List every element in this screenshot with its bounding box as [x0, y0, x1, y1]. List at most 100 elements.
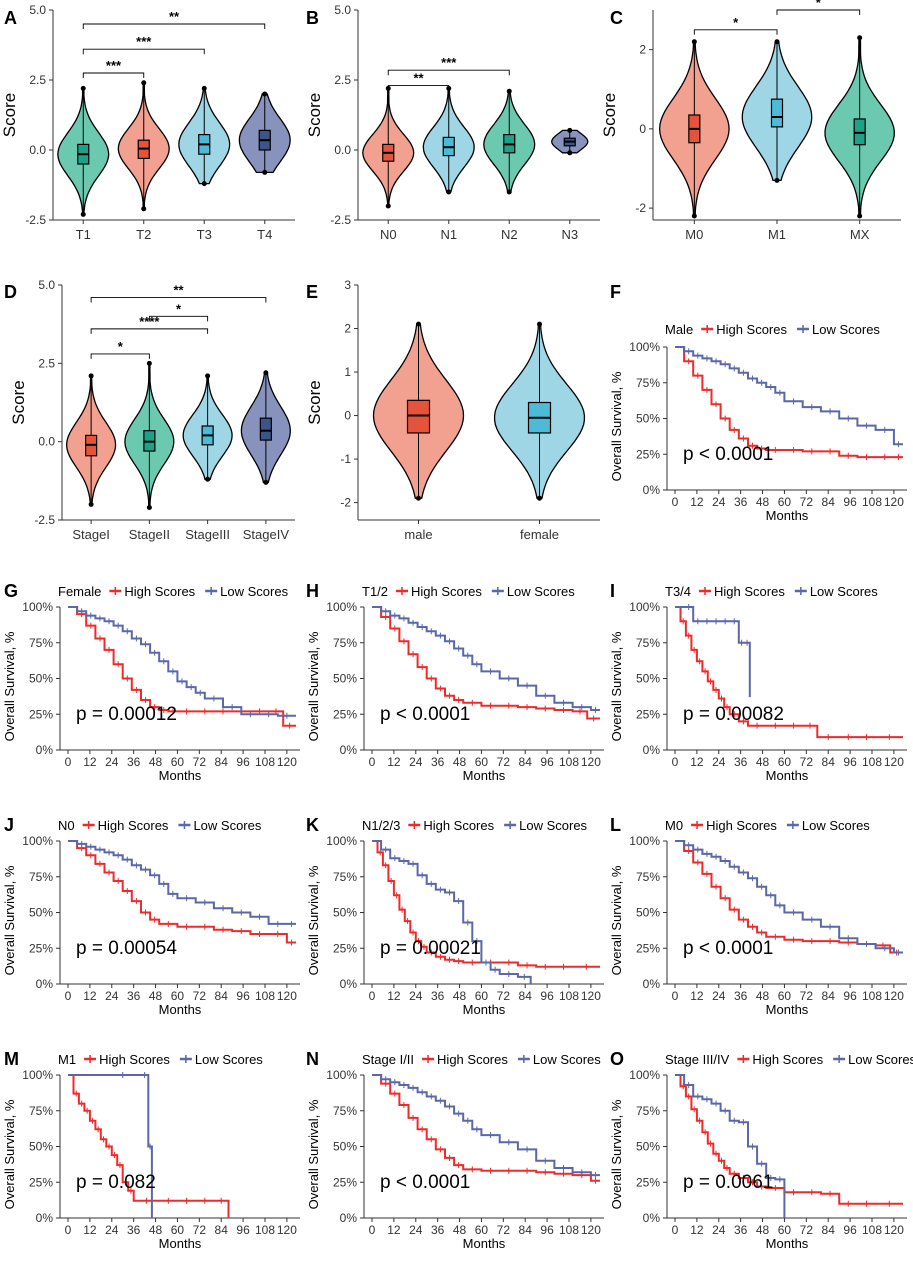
outlier-point [506, 88, 512, 94]
y-axis-title: Score [0, 93, 19, 137]
x-axis-title: Months [463, 1002, 506, 1017]
legend-title: N0 [58, 818, 75, 833]
y-tick-label: 75% [29, 1104, 53, 1118]
x-tick-label: 60 [778, 989, 792, 1003]
x-tick-label: 60 [475, 989, 489, 1003]
y-tick-label: -2 [635, 201, 646, 215]
significance-label: ** [173, 283, 184, 298]
y-tick-label: 75% [333, 870, 357, 884]
legend-label: High Scores [706, 818, 777, 833]
x-tick-label: T3 [197, 227, 212, 242]
x-tick-label: 24 [409, 989, 423, 1003]
survival-curve [372, 606, 600, 711]
x-tick-label: MX [850, 227, 870, 242]
x-tick-label: 36 [734, 989, 748, 1003]
significance-bracket [90, 353, 150, 359]
significance-bracket [148, 315, 209, 322]
survival-curve [68, 840, 296, 944]
survival-curve [675, 840, 903, 954]
outlier-point [691, 39, 697, 45]
significance-label: **** [139, 314, 160, 329]
x-tick-label: 12 [83, 755, 97, 769]
panel-n: N 0% 25% 50% 75% 100% 0 12 24 36 48 60 72 84 96 108 120 M… [306, 1049, 604, 1251]
panel-c: C -2 0 2 M0 M1 MX * * Score [600, 0, 901, 242]
x-tick-label: 36 [127, 755, 141, 769]
x-tick-label: 0 [369, 755, 376, 769]
panel-label: H [306, 581, 319, 601]
x-tick-label: 0 [65, 755, 72, 769]
survival-curve [675, 346, 903, 459]
x-tick-label: 0 [369, 1223, 376, 1237]
y-tick-label: 0.0 [334, 143, 351, 157]
x-tick-label: 48 [756, 755, 770, 769]
x-tick-label: 12 [387, 989, 401, 1003]
y-tick-label: 75% [636, 1104, 660, 1118]
y-tick-label: 3 [344, 278, 351, 292]
x-tick-label: 120 [884, 989, 904, 1003]
x-tick-label: 84 [822, 495, 836, 509]
p-value: p < 0.0001 [380, 704, 470, 725]
outlier-point [141, 206, 147, 212]
outlier-point [80, 85, 86, 91]
y-axis-title: Overall Survival, % [609, 1099, 624, 1209]
outlier-point [774, 39, 780, 45]
legend-label: High Scores [98, 818, 169, 833]
panel-i: I 0% 25% 50% 75% 100% 0 12 24 36 48 60 72 84 96 108 120 M… [609, 581, 907, 783]
x-tick-label: 0 [672, 495, 679, 509]
y-tick-label: 25% [333, 707, 357, 721]
significance-label: ** [169, 9, 180, 24]
x-tick-label: 24 [105, 989, 119, 1003]
legend-label: High Scores [124, 584, 195, 599]
significance-bracket [82, 23, 266, 29]
x-tick-label: 48 [149, 989, 163, 1003]
y-axis-title: Overall Survival, % [609, 631, 624, 741]
outlier-point [567, 150, 573, 156]
outlier-point [567, 127, 573, 133]
panel-h: H 0% 25% 50% 75% 100% 0 12 24 36 48 60 72 84 96 108 120 M… [306, 581, 604, 783]
panel-b: B-2.50.02.55.0N0 N1 N2 N3*****Score [305, 3, 600, 242]
x-tick-label: 0 [672, 1223, 679, 1237]
x-tick-label: 36 [734, 495, 748, 509]
x-tick-label: 24 [105, 755, 119, 769]
x-tick-label: 96 [236, 1223, 250, 1237]
x-tick-label: 48 [756, 495, 770, 509]
outlier-point [88, 501, 94, 507]
y-tick-label: 75% [29, 870, 53, 884]
y-tick-label: 2.5 [38, 356, 55, 370]
x-tick-label: female [520, 527, 559, 542]
y-tick-label: 5.0 [334, 3, 351, 17]
p-value: p = 0.00021 [380, 938, 481, 959]
x-tick-label: 120 [884, 755, 904, 769]
y-tick-label: 2 [344, 322, 351, 336]
legend-title: Female [58, 584, 101, 599]
x-tick-label: 84 [519, 1223, 533, 1237]
y-tick-label: 0% [643, 743, 661, 757]
x-tick-label: 96 [540, 755, 554, 769]
y-tick-label: 100% [326, 834, 357, 848]
legend-title: N1/2/3 [362, 818, 400, 833]
x-tick-label: N2 [501, 227, 518, 242]
y-tick-label: 0.0 [29, 143, 46, 157]
x-tick-label: 60 [171, 989, 185, 1003]
y-tick-label: 25% [636, 707, 660, 721]
significance-label: * [733, 15, 739, 30]
panel-label: I [610, 581, 615, 601]
x-tick-label: 72 [800, 1223, 814, 1237]
box [406, 399, 431, 434]
outlier-point [446, 189, 452, 195]
x-tick-label: 60 [475, 755, 489, 769]
outlier-point [88, 373, 94, 379]
y-tick-label: 0.0 [38, 435, 55, 449]
y-tick-label: -2.5 [330, 213, 351, 227]
legend-label: High Scores [437, 1052, 508, 1067]
y-tick-label: 25% [636, 941, 660, 955]
significance-label: * [816, 0, 822, 10]
y-tick-label: 0% [340, 977, 358, 991]
significance-label: *** [136, 34, 152, 49]
x-axis-title: Months [463, 768, 506, 783]
x-tick-label: 120 [884, 495, 904, 509]
y-axis-title: Overall Survival, % [609, 371, 624, 481]
outlier-point [537, 495, 542, 501]
outlier-point [262, 169, 268, 175]
box [259, 417, 272, 441]
